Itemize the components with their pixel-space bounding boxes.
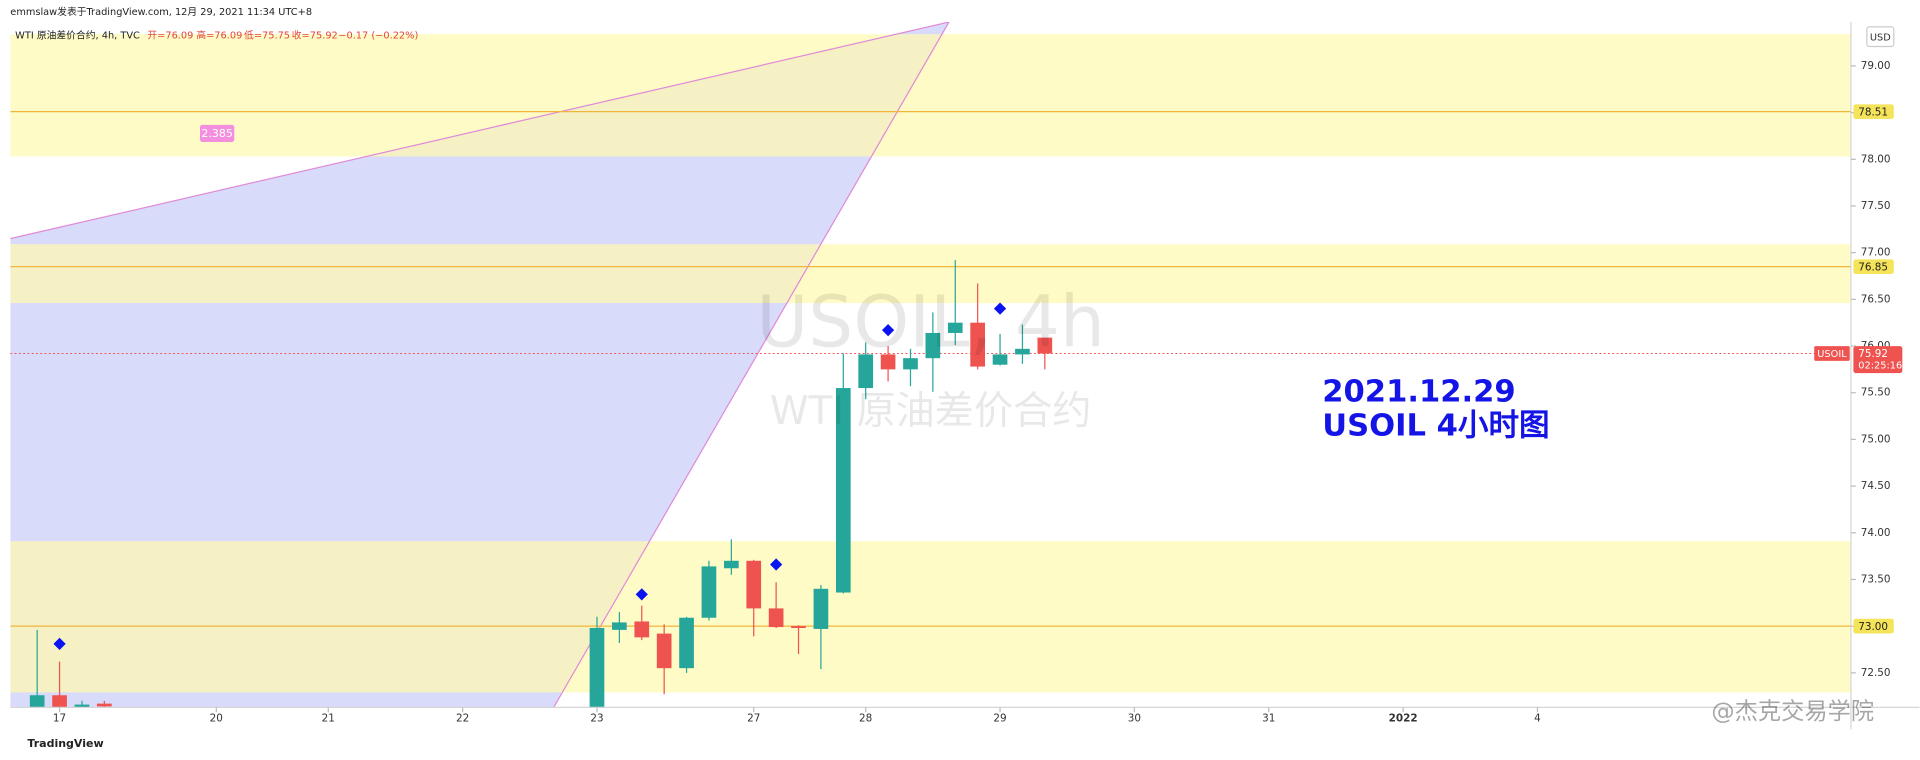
watermark: USOIL, 4h WTI 原油差价合约 (756, 280, 1105, 434)
zone (10, 541, 1851, 693)
last-price-name: USOIL (1817, 349, 1847, 360)
level-label: 73.00 (1858, 621, 1888, 633)
x-tick-label: 23 (590, 712, 603, 724)
level-label-box (1853, 104, 1894, 120)
candle-body (947, 322, 963, 333)
zone (10, 34, 1851, 157)
x-tick-label: 22 (456, 712, 469, 724)
last-price-box (1853, 346, 1903, 374)
y-tick-label: 72.50 (1861, 667, 1891, 679)
x-tick-label: 21 (322, 712, 335, 724)
x-tick-label: 17 (53, 712, 66, 724)
x-tick-label: 27 (747, 712, 760, 724)
currency: USD (1870, 32, 1891, 43)
currency-box (1866, 26, 1895, 48)
x-tick-label: 28 (859, 712, 872, 724)
footer-credit: @杰克交易学院 (1711, 698, 1874, 725)
candle-body (612, 622, 627, 630)
y-tick-label: 75.00 (1861, 433, 1891, 445)
last-price-name-box (1814, 346, 1850, 361)
marker (770, 558, 783, 571)
candle-body (903, 358, 918, 370)
fib-label: 2.385 (201, 127, 233, 140)
x-tick-label: 4 (1534, 712, 1541, 724)
y-tick-label: 73.50 (1861, 573, 1891, 585)
x-tick-label: 29 (993, 712, 1006, 724)
legend-open: 开=76.09 (147, 30, 193, 41)
y-tick-label: 79.00 (1861, 60, 1891, 72)
candle-body (679, 617, 694, 669)
y-tick-label: 75.50 (1861, 387, 1891, 399)
last-price-countdown: 02:25:16 (1858, 361, 1902, 372)
candle-body (1015, 348, 1030, 355)
candle-body (656, 633, 672, 669)
x-tick-label: 2022 (1389, 712, 1418, 724)
candle-body (52, 695, 67, 708)
fib-line (10, 22, 950, 240)
candle-body (589, 628, 605, 708)
legend-symbol: WTI 原油差价合约, 4h, TVC (15, 28, 140, 41)
y-tick-label: 78.00 (1861, 153, 1891, 165)
candle-body (992, 354, 1008, 365)
legend-change: −0.17 (−0.22%) (338, 30, 418, 41)
legend-low: 低=75.75 (244, 28, 290, 41)
candle-body (74, 704, 90, 708)
annotation: 2021.12.29 (1322, 374, 1515, 409)
watermark-title: USOIL, 4h (756, 280, 1105, 363)
y-tick-label: 77.50 (1861, 200, 1891, 212)
marker (993, 302, 1007, 315)
x-tick-label: 30 (1128, 712, 1141, 724)
fib-label-box (200, 124, 235, 142)
candle-body (813, 588, 829, 629)
candle-body (29, 695, 45, 708)
overlay: 2.385 2021.12.29 USOIL 4小时图 (200, 124, 1550, 444)
zone (10, 244, 1851, 304)
marker (53, 637, 66, 651)
y-tick-label: 76.50 (1861, 293, 1891, 305)
watermark-subtitle: WTI 原油差价合约 (770, 389, 1092, 434)
y-tick-label: 74.50 (1861, 480, 1891, 492)
x-tick-label: 31 (1262, 712, 1275, 724)
candle-body (768, 608, 784, 628)
candle-body (1037, 337, 1053, 354)
candle-body (880, 354, 896, 370)
candle-body (701, 566, 717, 618)
candle-body (970, 322, 985, 367)
candle-body (858, 354, 874, 389)
y-tick-label: 77.00 (1861, 247, 1891, 259)
plot-area (10, 22, 1851, 708)
y-tick-label: 74.00 (1861, 527, 1891, 539)
legend-high: 高=76.09 (196, 28, 242, 41)
candle-body (746, 560, 762, 609)
annotation: USOIL 4小时图 (1322, 409, 1549, 444)
fib-line (553, 22, 950, 708)
footer-logo: TradingView (27, 737, 103, 750)
last-price-label: 75.92 (1858, 348, 1888, 360)
x-tick-label: 20 (210, 712, 223, 724)
header: emmslaw发表于TradingView.com, 12月 29, 2021 … (10, 5, 312, 18)
candle-body (634, 621, 650, 638)
level-label-box (1853, 618, 1894, 634)
level-label-box (1853, 259, 1894, 275)
marker (881, 324, 895, 337)
candle-body (97, 703, 112, 707)
legend: WTI 原油差价合约, 4h, TVC 开=76.09 高=76.09 低=75… (15, 28, 418, 41)
level-label: 76.85 (1858, 261, 1888, 273)
candle-body (791, 626, 806, 629)
candle-body (835, 388, 851, 593)
candle-body (925, 332, 941, 359)
fib-fan-area (10, 22, 949, 708)
level-label: 78.51 (1858, 106, 1888, 118)
legend-close: 收=75.92 (292, 28, 338, 41)
candle-body (723, 560, 739, 569)
